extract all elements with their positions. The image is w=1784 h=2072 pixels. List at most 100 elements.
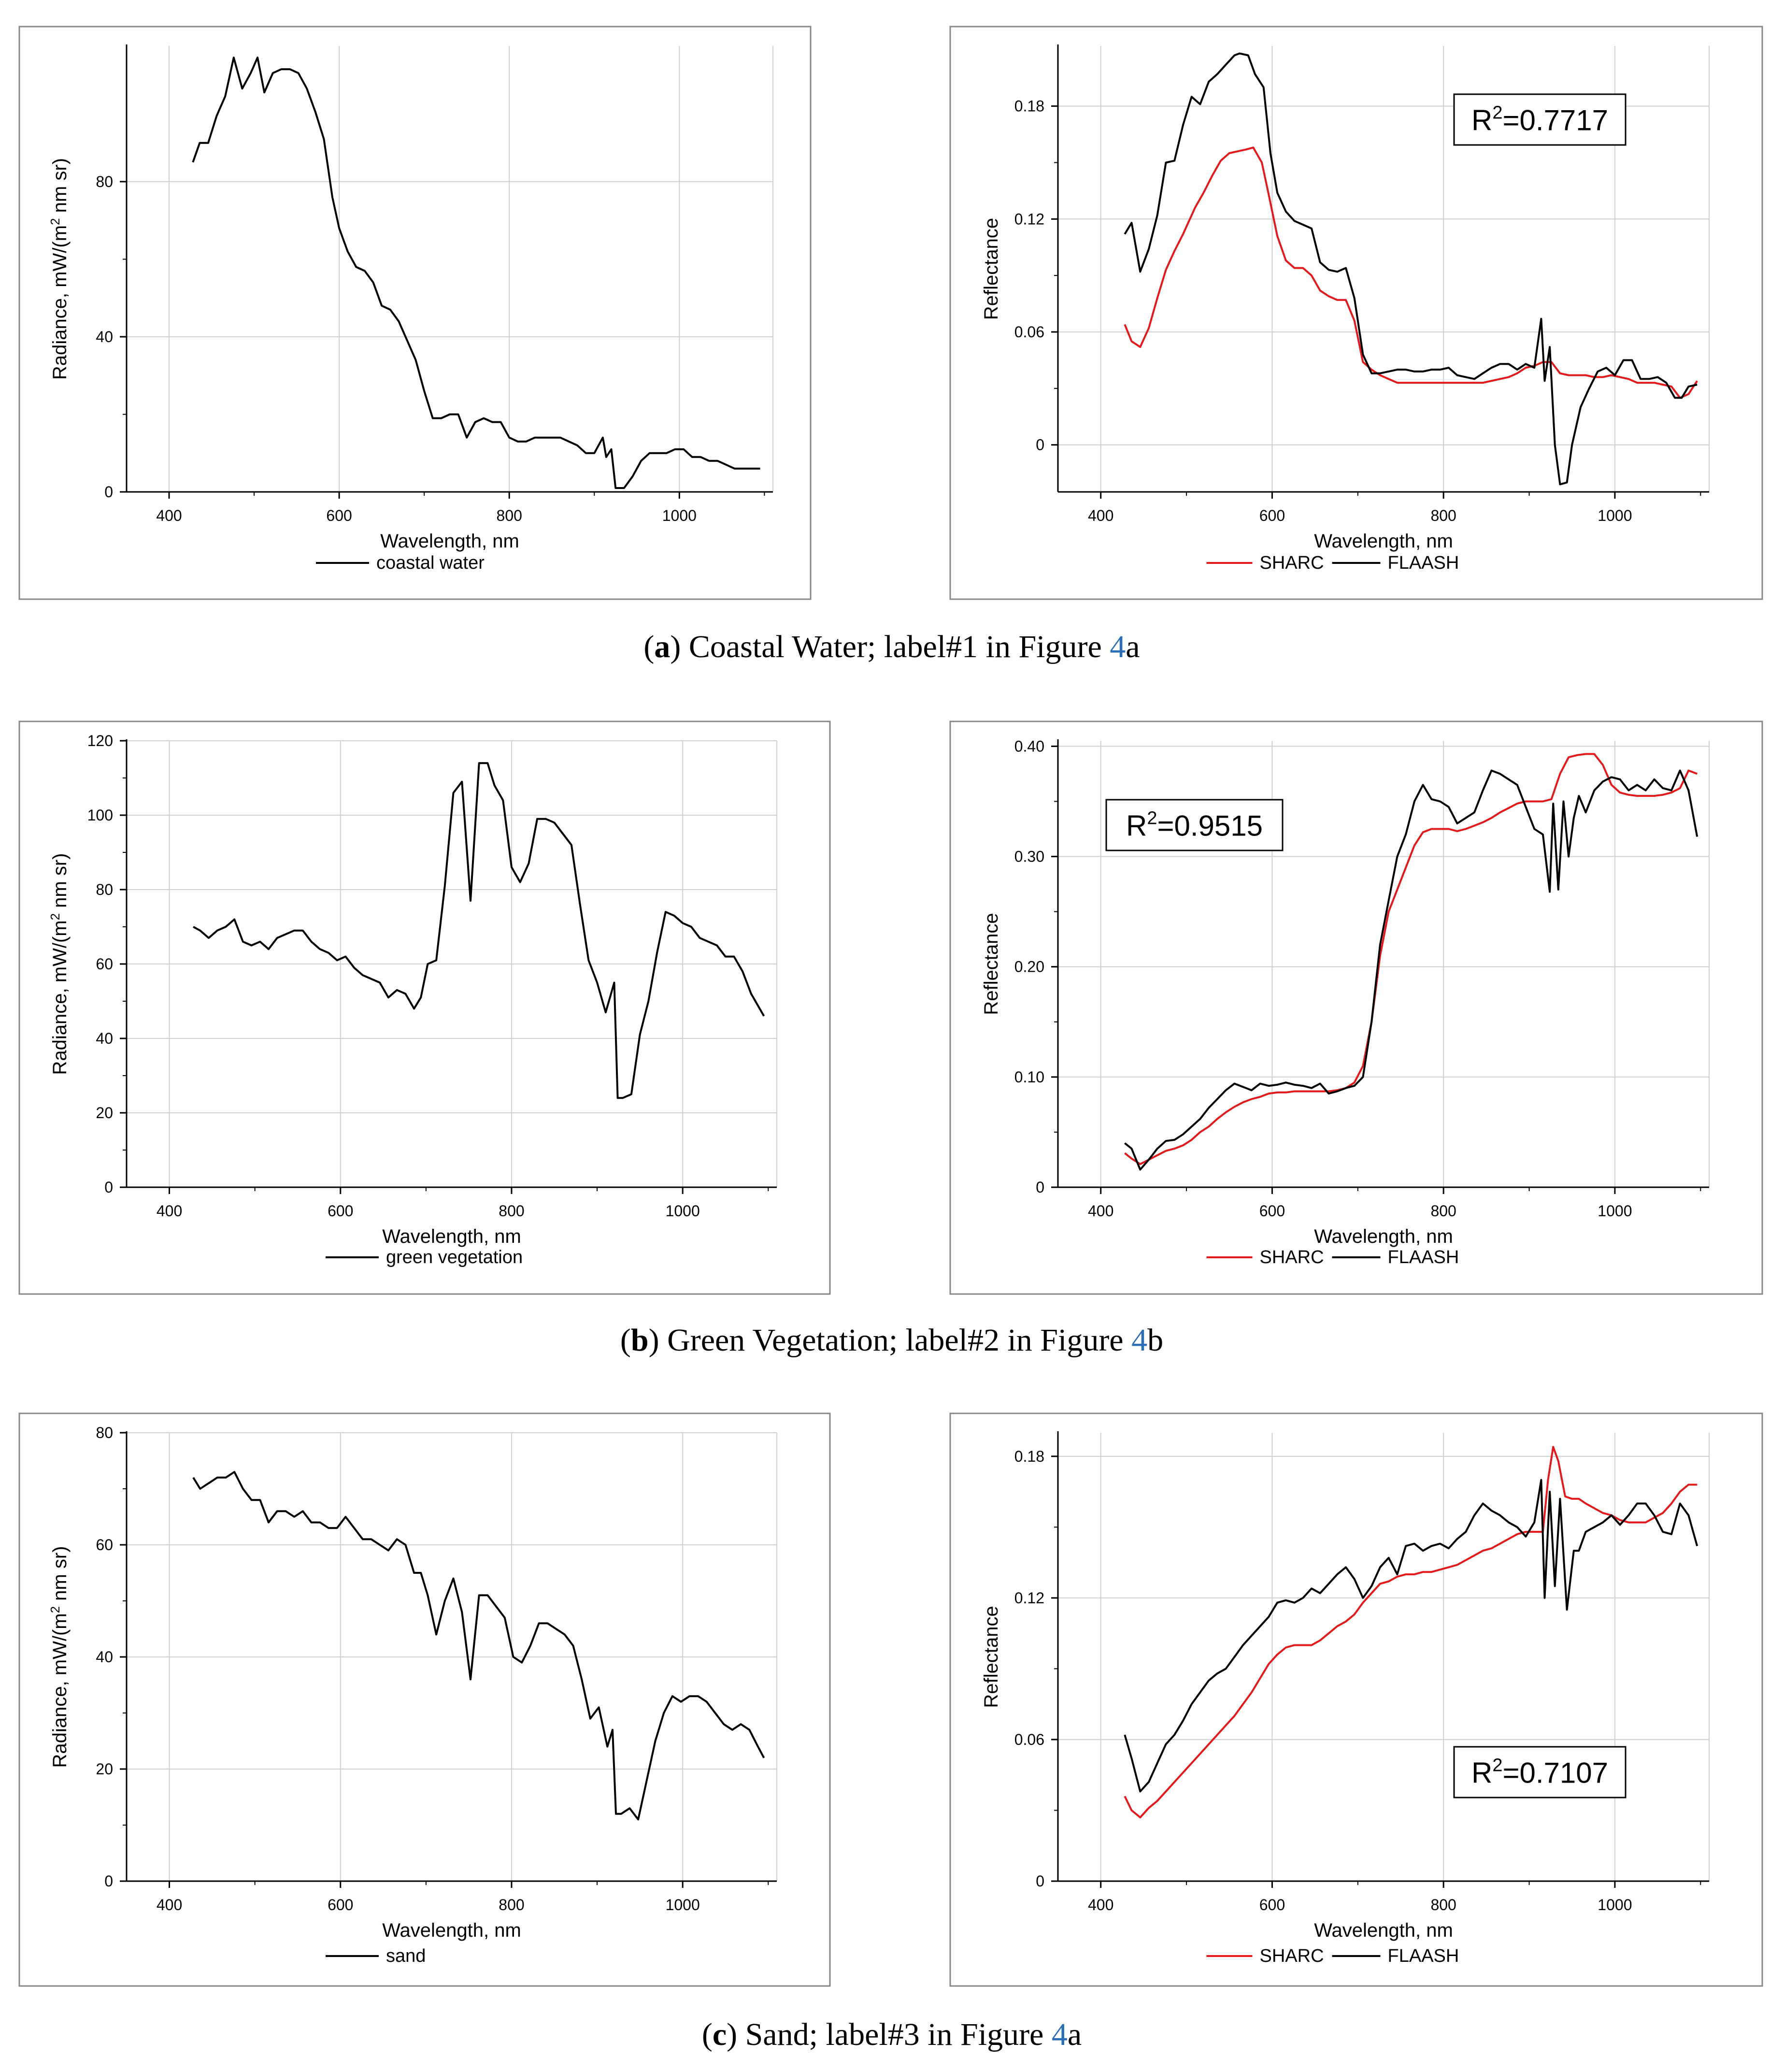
chart-b-reflectance: 400 600 800 1000 0 0.10 0.20 0.30 0.40 Wavelength…: [949, 720, 1763, 1295]
y-axis-title-main: Reflectance: [981, 218, 1002, 320]
y-tick-label: 0.18: [1014, 98, 1044, 115]
r2-value: =0.9515: [1157, 810, 1263, 842]
caption-open-paren: (: [702, 2017, 713, 2052]
y-axis-title-sup: 2: [48, 913, 62, 920]
y-axis-title: Radiance, mW/(m2 nm sr): [48, 158, 71, 380]
caption-figure-ref: 4: [1052, 2017, 1068, 2052]
x-tick-label: 1000: [666, 1202, 700, 1220]
caption-b: (b) Green Vegetation; label#2 in Figure …: [620, 1323, 1163, 1358]
series-coastal-water-line: [192, 57, 760, 489]
chart-a-reflectance: 400 600 800 1000 0 0.06 0.12 0.18 Wavelength, nm…: [949, 26, 1763, 600]
y-tick-label: 0.12: [1014, 210, 1044, 228]
x-tick-label: 400: [1088, 507, 1113, 524]
y-axis-title-main: Reflectance: [981, 913, 1002, 1015]
y-tick-label: 60: [96, 955, 113, 973]
x-tick-label: 600: [326, 507, 352, 524]
y-tick-label: 0.40: [1014, 737, 1044, 755]
caption-text: ) Sand; label#3 in Figure: [727, 2017, 1052, 2052]
y-axis-title-main: Radiance, mW/(m: [49, 1613, 71, 1768]
legend-flaash-label: FLAASH: [1388, 1247, 1459, 1267]
y-tick-label: 0: [1036, 1179, 1044, 1196]
r2-prefix: R: [1126, 810, 1147, 842]
r2-sup: 2: [1492, 103, 1502, 123]
x-tick-label: 600: [1259, 1202, 1285, 1220]
caption-text: ) Coastal Water; label#1 in Figure: [670, 629, 1110, 664]
gridlines: [1058, 46, 1710, 492]
caption-suffix: a: [1068, 2017, 1082, 2052]
y-axis-title-sup: 2: [48, 218, 62, 225]
r2-annotation-box: [1453, 1746, 1627, 1799]
legend-sharc-label: SHARC: [1260, 1247, 1324, 1267]
y-axis-title-tail: nm sr): [49, 158, 71, 218]
legend-flaash-label: FLAASH: [1388, 1946, 1459, 1966]
y-axis-title: Reflectance: [981, 913, 1002, 1015]
x-tick-label: 800: [499, 1896, 524, 1914]
x-tick-label: 600: [328, 1202, 353, 1220]
r2-value: =0.7717: [1502, 104, 1608, 137]
series-flaash-line: [1124, 769, 1698, 1171]
y-axis-title: Reflectance: [981, 1606, 1002, 1708]
y-axis-title-tail: nm sr): [49, 1546, 71, 1606]
r2-prefix: R: [1471, 1757, 1492, 1789]
y-tick-label: 0.10: [1014, 1068, 1044, 1086]
chart-b-radiance: 400 600 800 1000 0 20 40 60 80 100 120 Wavelength, …: [18, 720, 831, 1295]
x-axis-title: Wavelength, nm: [1314, 531, 1453, 552]
x-tick-label: 400: [156, 507, 182, 524]
y-tick-label: 80: [96, 881, 113, 898]
caption-a: (a) Coastal Water; label#1 in Figure 4a: [643, 629, 1140, 664]
r2-prefix: R: [1471, 104, 1492, 137]
r2-annotation: R2=0.7717: [1471, 103, 1608, 137]
legend-sharc-label: SHARC: [1260, 553, 1324, 573]
legend-label: coastal water: [376, 553, 485, 573]
x-tick-label: 1000: [666, 1896, 700, 1914]
r2-annotation-box: [1105, 799, 1284, 851]
r2-sup: 2: [1147, 808, 1157, 829]
x-tick-label: 1000: [1598, 507, 1632, 524]
legend-label: green vegetation: [386, 1247, 523, 1267]
x-axis-title: Wavelength, nm: [1314, 1226, 1453, 1247]
x-tick-label: 1000: [1598, 1202, 1632, 1220]
y-tick-label: 100: [87, 806, 113, 824]
y-tick-label: 0.12: [1014, 1589, 1044, 1607]
legend-flaash-label: FLAASH: [1388, 553, 1459, 573]
x-tick-label: 600: [1259, 1896, 1285, 1914]
x-tick-label: 800: [1430, 1896, 1456, 1914]
y-tick-label: 40: [96, 328, 113, 345]
y-tick-label: 0: [104, 483, 113, 501]
x-axis-title: Wavelength, nm: [382, 1920, 521, 1941]
series-sharc-line: [1124, 753, 1698, 1166]
y-tick-label: 120: [87, 732, 113, 749]
y-tick-label: 20: [96, 1760, 113, 1778]
x-tick-label: 600: [1259, 507, 1285, 524]
y-axis-title-tail: nm sr): [49, 853, 71, 913]
x-axis-title: Wavelength, nm: [380, 531, 519, 552]
x-tick-label: 800: [1430, 1202, 1456, 1220]
y-axis-title: Radiance, mW/(m2 nm sr): [48, 853, 71, 1075]
caption-open-paren: (: [620, 1323, 631, 1358]
y-tick-label: 0.30: [1014, 848, 1044, 865]
y-axis-title: Radiance, mW/(m2 nm sr): [48, 1546, 71, 1768]
x-tick-label: 600: [328, 1896, 353, 1914]
chart-c-reflectance: 400 600 800 1000 0 0.06 0.12 0.18 Wavelength, nm…: [949, 1412, 1763, 1987]
caption-open-paren: (: [643, 629, 654, 664]
y-tick-label: 0: [104, 1872, 113, 1890]
r2-value: =0.7107: [1502, 1757, 1608, 1789]
x-tick-label: 800: [499, 1202, 524, 1220]
chart-frame: [949, 1412, 1763, 1987]
series-sand-line: [192, 1471, 765, 1821]
x-tick-label: 800: [1430, 507, 1456, 524]
y-tick-label: 80: [96, 173, 113, 190]
x-tick-label: 400: [1088, 1202, 1113, 1220]
chart-a-radiance: 400 600 800 1000 0 40 80 Wavelength, nm Radiance…: [18, 26, 812, 600]
y-tick-label: 40: [96, 1648, 113, 1666]
y-tick-label: 0.20: [1014, 958, 1044, 976]
legend-sharc-label: SHARC: [1260, 1946, 1324, 1966]
chart-c-radiance: 400 600 800 1000 0 20 40 60 80 Wavelength, nm Radi…: [18, 1412, 831, 1987]
caption-figure-ref: 4: [1110, 629, 1126, 664]
y-tick-label: 0.06: [1014, 323, 1044, 341]
r2-sup: 2: [1492, 1755, 1502, 1776]
chart-frame: [949, 720, 1763, 1295]
x-tick-label: 400: [1088, 1896, 1113, 1914]
y-tick-label: 0: [1036, 436, 1044, 454]
